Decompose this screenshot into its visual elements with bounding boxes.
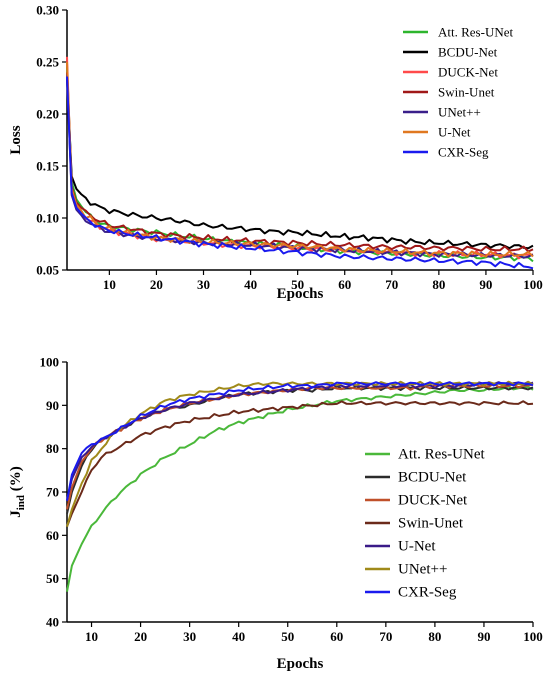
x-tick-label: 40 (244, 277, 257, 292)
y-axis-title-main: Loss (8, 125, 24, 154)
series-line (66, 400, 534, 528)
x-tick-label: 90 (477, 629, 490, 644)
series-line (66, 381, 534, 501)
legend-label: Swin-Unet (438, 85, 495, 100)
legend-label: UNet++ (438, 105, 481, 120)
legend-label: U-Net (398, 539, 436, 555)
legend: Att. Res-UNet BCDU-Net DUCK-Net Swin-Unet UN… (403, 25, 513, 160)
x-tick-label: 80 (432, 277, 445, 292)
series-line (66, 380, 534, 527)
x-tick-label: 10 (85, 629, 98, 644)
legend-label: Att. Res-UNet (438, 25, 513, 40)
x-tick-label: 70 (379, 629, 392, 644)
y-tick-label: 0.30 (36, 3, 59, 18)
loss-chart: 0.05 0.10 0.15 0.20 0.25 0.30 10 20 30 40 50 60 70 80… (8, 3, 543, 303)
legend-label: BCDU-Net (398, 470, 467, 486)
y-axis-title-suffix: (%) (8, 466, 24, 495)
y-tick-label: 70 (46, 485, 59, 500)
y-tick-label: 50 (46, 571, 59, 586)
y-tick-label: 100 (40, 355, 60, 370)
x-tick-label: 50 (281, 629, 294, 644)
x-tick-label: 60 (338, 277, 351, 292)
x-tick-label: 20 (134, 629, 147, 644)
x-tick-label: 50 (291, 277, 304, 292)
y-tick-label: 90 (46, 398, 59, 413)
x-axis-title: Epochs (277, 286, 324, 302)
x-tick-label: 100 (523, 277, 543, 292)
y-tick-label: 80 (46, 441, 59, 456)
y-tick-label: 60 (46, 528, 59, 543)
x-tick-label: 30 (183, 629, 196, 644)
x-tick-label: 70 (385, 277, 398, 292)
x-tick-label: 90 (479, 277, 492, 292)
y-axis-title: Loss (8, 125, 24, 154)
series-line (66, 61, 534, 258)
y-axis-title-main: J (8, 510, 24, 518)
legend-label: UNet++ (398, 562, 447, 578)
legend-label: Swin-Unet (398, 516, 464, 532)
x-tick-label: 30 (197, 277, 210, 292)
y-tick-label: 0.20 (36, 107, 59, 122)
x-tick-label: 20 (150, 277, 163, 292)
y-tick-label: 0.25 (36, 55, 59, 70)
legend-label: U-Net (438, 125, 471, 140)
legend: Att. Res-UNet BCDU-Net DUCK-Net Swin-Unet U-… (365, 447, 485, 601)
legend-label: Att. Res-UNet (398, 447, 485, 463)
series-line (66, 77, 534, 250)
series-line (66, 381, 534, 501)
y-axis-title: Jind (%) (8, 466, 27, 518)
y-tick-label: 0.15 (36, 159, 59, 174)
x-tick-label: 80 (428, 629, 441, 644)
x-tick-label: 100 (523, 629, 543, 644)
legend-label: CXR-Seg (438, 145, 489, 160)
x-axis-title: Epochs (277, 656, 324, 672)
jaccard-chart: 40 50 60 70 80 90 100 10 20 30 40 50 60 70 80 90 100 Epoc… (8, 355, 543, 673)
y-tick-label: 0.10 (36, 211, 59, 226)
series-line (66, 76, 534, 270)
legend-label: DUCK-Net (398, 493, 468, 509)
series-line (66, 72, 534, 253)
legend-label: DUCK-Net (438, 65, 498, 80)
y-tick-label: 40 (46, 615, 59, 630)
series-line (66, 56, 534, 260)
y-tick-label: 0.05 (36, 263, 59, 278)
x-tick-label: 40 (232, 629, 245, 644)
legend-label: CXR-Seg (398, 585, 457, 601)
x-tick-label: 60 (330, 629, 343, 644)
x-tick-label: 10 (103, 277, 116, 292)
y-axis-title-subscript: ind (15, 495, 27, 510)
legend-label: BCDU-Net (438, 45, 498, 60)
series-line (66, 385, 534, 592)
